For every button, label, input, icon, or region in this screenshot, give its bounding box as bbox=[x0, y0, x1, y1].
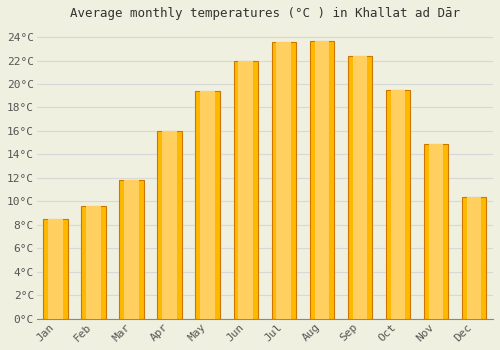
Bar bbox=[48, 219, 63, 319]
Bar bbox=[196, 91, 220, 319]
Title: Average monthly temperatures (°C ) in Khallat ad Dār: Average monthly temperatures (°C ) in Kh… bbox=[70, 7, 460, 20]
Bar bbox=[348, 56, 372, 319]
Bar bbox=[462, 197, 486, 319]
Bar bbox=[276, 42, 291, 319]
Bar bbox=[352, 56, 368, 319]
Bar bbox=[310, 41, 334, 319]
Bar bbox=[466, 197, 481, 319]
Bar bbox=[238, 61, 254, 319]
Bar bbox=[162, 131, 177, 319]
Bar bbox=[124, 180, 139, 319]
Bar bbox=[272, 42, 296, 319]
Bar bbox=[314, 41, 330, 319]
Bar bbox=[86, 206, 101, 319]
Bar bbox=[234, 61, 258, 319]
Bar bbox=[200, 91, 216, 319]
Bar bbox=[424, 144, 448, 319]
Bar bbox=[44, 219, 68, 319]
Bar bbox=[82, 206, 106, 319]
Bar bbox=[390, 90, 406, 319]
Bar bbox=[120, 180, 144, 319]
Bar bbox=[428, 144, 444, 319]
Bar bbox=[386, 90, 410, 319]
Bar bbox=[158, 131, 182, 319]
